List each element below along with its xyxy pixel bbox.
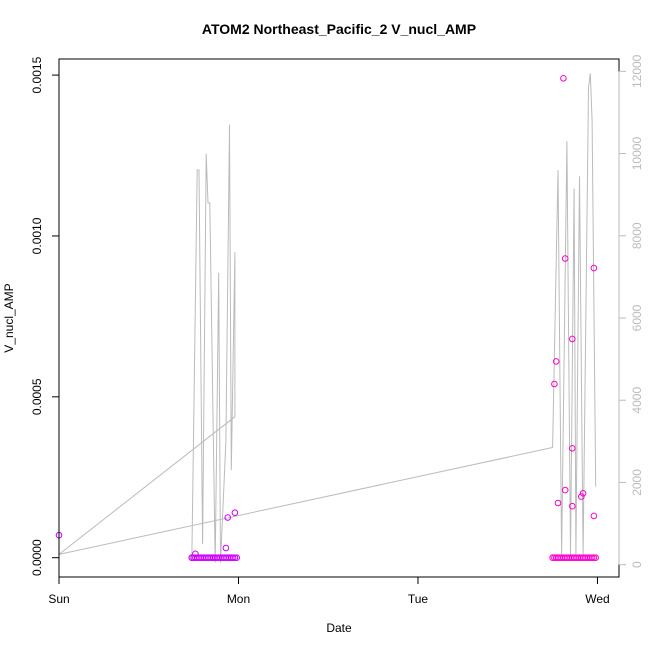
axes-group: Sun Mon Tue Wed 0.0000 0.0005 0.0010 0.0015 0 200… — [30, 54, 644, 606]
scatter-point — [222, 544, 230, 552]
y2-tick-label: 12000 — [630, 54, 644, 88]
line-series — [58, 73, 597, 563]
scatter-point — [229, 554, 237, 562]
y2-tick-label: 6000 — [630, 304, 644, 331]
scatter-points-group — [55, 75, 600, 562]
scatter-point — [561, 486, 569, 494]
scatter-point — [569, 502, 576, 510]
scatter-point — [233, 554, 240, 562]
line-series-group — [58, 73, 597, 563]
x-tick-label: Sun — [48, 592, 69, 606]
scatter-point — [231, 509, 239, 517]
scatter-point — [590, 264, 598, 272]
scatter-point — [592, 554, 600, 562]
scatter-point — [224, 514, 231, 521]
scatter-point — [552, 358, 560, 365]
scatter-point — [231, 554, 239, 562]
x-tick-label: Mon — [227, 592, 250, 606]
x-axis-label: Date — [326, 621, 352, 635]
scatter-point — [188, 554, 196, 562]
scatter-point — [560, 75, 567, 82]
y-tick-label: 0.0010 — [30, 217, 44, 254]
scatter-point — [588, 554, 596, 562]
y-tick-label: 0.0015 — [30, 56, 44, 93]
y2-tick-label: 8000 — [630, 222, 644, 249]
y-tick-label: 0.0005 — [30, 378, 44, 415]
scatter-point — [569, 335, 576, 343]
x-tick-label: Wed — [585, 592, 609, 606]
scatter-point — [590, 512, 598, 520]
y2-tick-label: 2000 — [630, 469, 644, 496]
scatter-point — [561, 255, 569, 262]
x-tick-label: Tue — [408, 592, 429, 606]
chart-title: ATOM2 Northeast_Pacific_2 V_nucl_AMP — [202, 21, 476, 37]
y2-tick-label: 10000 — [630, 137, 644, 171]
scatter-point — [590, 554, 598, 562]
scatter-point — [578, 493, 585, 500]
scatter-point — [210, 554, 217, 562]
scatter-point — [554, 499, 562, 507]
scatter-point — [569, 445, 576, 452]
y2-tick-label: 0 — [630, 561, 644, 568]
y-tick-label: 0.0000 — [30, 539, 44, 576]
scatter-point — [551, 380, 558, 388]
y-axis-label: V_nucl_AMP — [2, 283, 16, 352]
y2-tick-label: 4000 — [630, 387, 644, 414]
scatter-point — [579, 490, 587, 497]
scatter-point — [192, 550, 199, 558]
